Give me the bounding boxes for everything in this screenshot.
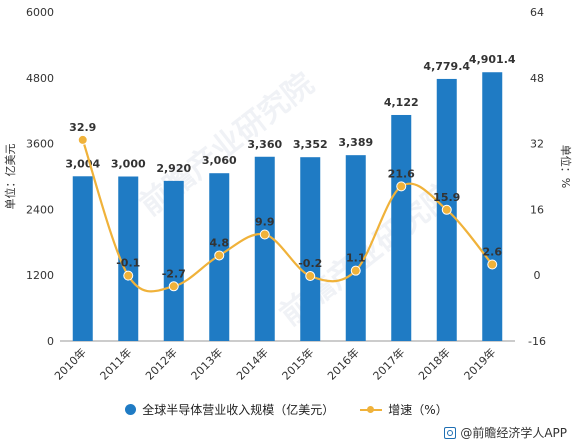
- x-tick-label: 2017年: [370, 345, 407, 382]
- y2-tick-label: 32: [530, 138, 544, 151]
- line-point: [214, 250, 225, 261]
- line-point: [168, 281, 179, 292]
- y-axis-title: 单位：亿美元: [3, 144, 17, 210]
- legend-label-revenue: 全球半导体营业收入规模（亿美元）: [142, 402, 335, 417]
- bar-data-label: 3,060: [202, 154, 237, 167]
- x-tick-label: 2015年: [279, 345, 316, 382]
- x-tick-label: 2011年: [97, 345, 134, 382]
- bar-data-label: 3,352: [293, 138, 328, 151]
- bar-data-label: 3,000: [111, 158, 146, 171]
- x-tick-label: 2018年: [415, 345, 452, 382]
- bar: [300, 157, 321, 341]
- line-point: [441, 204, 452, 215]
- y2-tick-label: 0: [534, 269, 541, 282]
- bar-data-label: 2,920: [156, 162, 191, 175]
- bar-data-label: 4,779.4: [423, 60, 470, 73]
- legend: 全球半导体营业收入规模（亿美元） 增速（%）: [0, 398, 573, 420]
- line-point: [123, 270, 134, 281]
- bar: [254, 156, 275, 341]
- line-point: [305, 271, 316, 282]
- bar-data-label: 4,122: [384, 96, 419, 109]
- bar-data-label: 3,004: [65, 157, 100, 170]
- y-tick-label: 1200: [26, 269, 54, 282]
- line-data-label: 1.1: [346, 252, 366, 265]
- y-tick-label: 4800: [26, 72, 54, 85]
- line-point: [259, 229, 270, 240]
- source-credit: @前瞻经济学人APP: [444, 424, 567, 441]
- bar-data-label: 4,901.4: [469, 53, 516, 66]
- line-data-label: -0.2: [298, 257, 322, 270]
- x-tick-label: 2019年: [461, 345, 498, 382]
- line-data-label: 9.9: [255, 215, 275, 228]
- line-data-label: -2.7: [162, 267, 186, 280]
- y2-tick-label: 48: [530, 72, 544, 85]
- y2-tick-label: 16: [530, 203, 544, 216]
- y2-tick-label: -16: [528, 335, 546, 348]
- x-tick-label: 2010年: [51, 345, 88, 382]
- line-point: [487, 259, 498, 270]
- line-data-label: 2.6: [483, 246, 503, 259]
- growth-series-line: [81, 139, 494, 293]
- source-text: @前瞻经济学人APP: [460, 426, 567, 440]
- bar: [163, 180, 184, 341]
- legend-bar-swatch-icon: [125, 403, 137, 415]
- legend-item-growth[interactable]: 增速（%）: [360, 401, 448, 418]
- bar-data-label: 3,360: [247, 138, 282, 151]
- legend-label-growth: 增速（%）: [388, 402, 448, 417]
- bar: [345, 155, 366, 341]
- y-tick-label: 2400: [26, 203, 54, 216]
- line-point: [396, 181, 407, 192]
- legend-line-swatch-icon: [360, 404, 383, 415]
- line-data-label: 21.6: [388, 167, 415, 180]
- line-point: [77, 134, 88, 145]
- y2-axis-title: 单位：%: [559, 145, 573, 188]
- bar: [482, 72, 503, 341]
- line-data-label: 32.9: [69, 121, 96, 134]
- bar: [118, 176, 139, 341]
- bar-data-label: 3,389: [338, 136, 373, 149]
- bar: [391, 114, 412, 342]
- line-data-label: -0.1: [116, 257, 140, 270]
- x-tick-label: 2016年: [324, 345, 361, 382]
- line-point: [350, 265, 361, 276]
- x-tick-label: 2012年: [142, 345, 179, 382]
- legend-item-revenue[interactable]: 全球半导体营业收入规模（亿美元）: [125, 401, 334, 418]
- x-tick-label: 2014年: [233, 345, 270, 382]
- y2-tick-label: 64: [530, 6, 544, 19]
- x-tick-label: 2013年: [188, 345, 225, 382]
- bar: [72, 176, 93, 341]
- app-logo-icon: [444, 426, 457, 439]
- y-tick-label: 6000: [26, 6, 54, 19]
- y-tick-label: 3600: [26, 138, 54, 151]
- line-data-label: 4.8: [210, 236, 230, 249]
- y-tick-label: 0: [47, 335, 54, 348]
- line-data-label: 15.9: [433, 191, 460, 204]
